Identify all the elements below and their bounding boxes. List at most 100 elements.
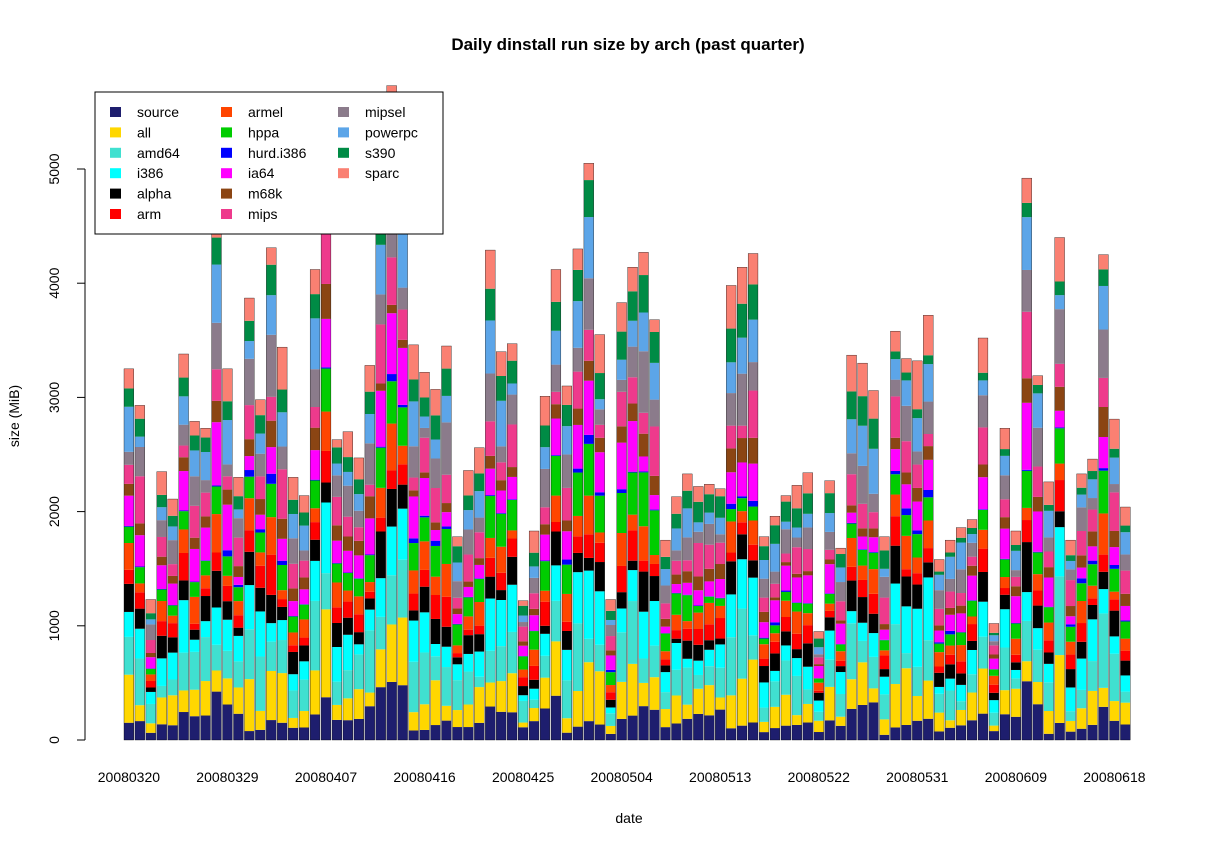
bar-segment-m68k [945, 607, 956, 615]
bar-segment-all [594, 671, 605, 725]
bar-segment-hppa [989, 669, 999, 676]
bar-segment-sparc [605, 599, 616, 611]
bar-segment-source [583, 721, 594, 740]
bar-segment-hurd.i386 [1087, 560, 1098, 565]
bar-segment-alpha [1120, 660, 1131, 676]
bar-segment-m68k [310, 427, 320, 451]
bar-segment-m68k [386, 304, 397, 314]
bar-segment-ia64 [430, 530, 441, 541]
bar-segment-arm [715, 618, 726, 639]
bar-segment-hurd.i386 [419, 515, 430, 518]
bar-segment-m68k [364, 496, 375, 519]
bar-segment-powerpc [638, 312, 649, 352]
bar-segment-alpha [463, 635, 474, 654]
bar-segment-i386 [715, 644, 726, 668]
bar-segment-hppa [726, 509, 737, 522]
bar-segment-hurd.i386 [386, 374, 397, 382]
bar-segment-armel [332, 582, 342, 608]
y-tick-label: 5000 [46, 153, 62, 184]
bar-segment-sparc [594, 334, 605, 374]
bar-outline [386, 85, 397, 741]
bar-segment-powerpc [474, 491, 485, 518]
bar-segment-amd64 [726, 637, 737, 696]
bar-segment-ia64 [233, 576, 244, 585]
bar-segment-alpha [660, 665, 671, 673]
legend-swatch-mips [221, 209, 232, 219]
bar-segment-hurd.i386 [211, 485, 222, 487]
bar-segment-source [540, 708, 550, 740]
bar-segment-arm [759, 658, 769, 667]
bar-segment-mipsel [583, 278, 594, 330]
bar-segment-hppa [715, 598, 726, 606]
bar-segment-m68k [616, 426, 627, 443]
bar-segment-amd64 [770, 681, 780, 707]
bar-segment-mipsel [364, 443, 375, 485]
bar-segment-mips [682, 560, 693, 572]
bar-segment-armel [978, 529, 988, 549]
bar-segment-alpha [802, 643, 813, 667]
bar-segment-armel [474, 602, 485, 626]
bar-segment-s390 [737, 303, 747, 338]
bar-segment-armel [726, 521, 737, 553]
bar-segment-armel [583, 495, 594, 535]
bar-segment-sparc [967, 519, 977, 528]
bar-segment-i386 [923, 577, 934, 641]
bar-segment-mipsel [802, 527, 813, 550]
bar-segment-mipsel [715, 534, 726, 543]
legend-label-powerpc: powerpc [365, 124, 418, 140]
bar-segment-source [200, 715, 211, 740]
bar-segment-ia64 [770, 600, 780, 623]
bar-segment-hppa [266, 483, 277, 518]
bar-segment-hurd.i386 [244, 470, 255, 477]
bar-segment-mips [255, 476, 266, 500]
bar-segment-source [770, 728, 780, 740]
bar-segment-arm [452, 653, 463, 658]
bar-segment-alpha [627, 560, 638, 571]
bar-segment-hurd.i386 [605, 669, 616, 673]
bar-segment-i386 [463, 653, 474, 672]
bar-segment-source [299, 727, 309, 740]
bar-segment-alpha [890, 545, 901, 584]
bar-segment-s390 [1098, 269, 1109, 286]
bar-outline [660, 539, 671, 741]
bar-segment-amd64 [299, 679, 309, 712]
bar-segment-amd64 [945, 690, 956, 721]
bar-segment-alpha [332, 622, 342, 647]
bar-segment-ia64 [299, 589, 309, 605]
bar-segment-armel [178, 529, 189, 553]
bar-segment-hurd.i386 [332, 563, 342, 564]
bar-segment-alpha [879, 669, 890, 677]
bar-segment-mips [605, 636, 616, 651]
bar-segment-s390 [474, 473, 485, 492]
bar-segment-hppa [1098, 470, 1109, 514]
bar-segment-powerpc [1065, 560, 1076, 570]
bar-segment-hurd.i386 [923, 490, 934, 498]
bar-outline [1109, 418, 1120, 741]
bar-segment-i386 [255, 611, 266, 657]
bar-segment-s390 [978, 372, 988, 381]
bar-segment-armel [770, 633, 780, 642]
bar-segment-armel [222, 575, 233, 586]
bar-segment-i386 [605, 707, 616, 714]
bar-segment-mips [518, 626, 528, 642]
bar-segment-mips [353, 527, 364, 541]
bar-segment-amd64 [244, 629, 255, 680]
bar-segment-m68k [529, 608, 539, 616]
bar-segment-hppa [978, 509, 988, 530]
bar-segment-armel [529, 649, 539, 666]
bar-segment-s390 [693, 501, 704, 523]
bar-segment-all [288, 717, 299, 728]
bar-segment-s390 [1087, 471, 1098, 480]
bar-segment-amd64 [737, 608, 747, 679]
bar-segment-ia64 [923, 459, 934, 490]
bar-segment-s390 [353, 479, 364, 495]
bar-segment-mips [1109, 492, 1120, 531]
bar-segment-mips [791, 547, 802, 574]
bar-segment-mips [266, 396, 277, 421]
bar-segment-arm [233, 615, 244, 628]
bar-segment-amd64 [627, 601, 638, 664]
bar-segment-i386 [671, 642, 682, 670]
bar-segment-i386 [1109, 636, 1120, 654]
bar-segment-mips [419, 437, 430, 473]
bar-segment-source [134, 721, 145, 740]
